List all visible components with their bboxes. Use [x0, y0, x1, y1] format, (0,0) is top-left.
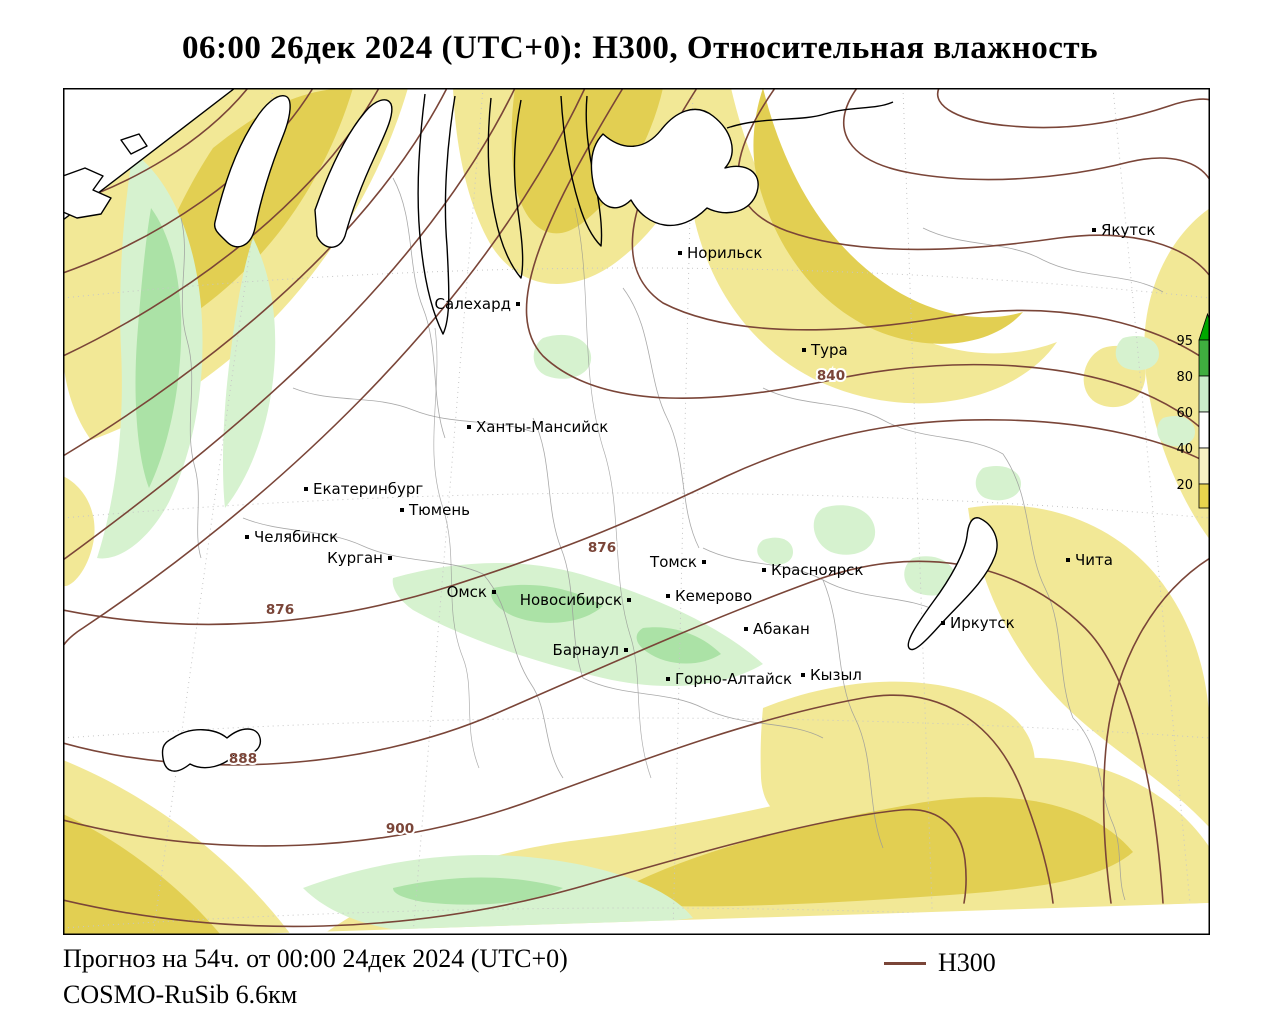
colorbar-tick: 20: [1176, 478, 1193, 493]
contour-label: 876: [588, 540, 616, 556]
city-marker: [467, 425, 471, 429]
city-label: Салехард: [435, 295, 511, 313]
colorbar-tick: 80: [1176, 370, 1193, 385]
city-markers: Норильск Якутск Салехард Тура Ханты-Мансийск…: [245, 221, 1155, 688]
city-label: Кемерово: [675, 587, 752, 605]
city-label: Чита: [1075, 551, 1113, 569]
h300-legend-label: H300: [938, 948, 996, 977]
city-marker: [492, 590, 496, 594]
city-marker: [304, 487, 308, 491]
city-label: Челябинск: [254, 528, 338, 546]
city-label: Якутск: [1101, 221, 1155, 239]
contour-label: 840: [817, 368, 845, 384]
data-domain: [63, 88, 1210, 935]
contour-label: 900: [386, 821, 414, 837]
city-label: Томск: [649, 553, 697, 571]
city-marker: [516, 302, 520, 306]
city-label: Иркутск: [950, 614, 1015, 632]
city-label: Екатеринбург: [313, 480, 423, 498]
model-info: COSMO-RuSib 6.6км: [63, 980, 298, 1009]
h300-contours: [63, 88, 1210, 928]
city-label: Тюмень: [408, 501, 470, 519]
ob-gulf: [417, 93, 456, 335]
city-marker: [400, 508, 404, 512]
city-marker: [627, 598, 631, 602]
colorbar-segment: [1198, 483, 1210, 509]
taymyr-coast: [590, 108, 759, 227]
city-label: Ханты-Мансийск: [476, 418, 608, 436]
admin-borders: [180, 177, 1164, 901]
city-label: Тура: [810, 341, 848, 359]
colorbar-tick: 40: [1176, 442, 1193, 457]
city-marker: [802, 348, 806, 352]
contour-label: 876: [266, 602, 294, 618]
city-marker: [1066, 558, 1070, 562]
humidity-shading-green-mid: [135, 208, 721, 905]
colorbar-segment: [1198, 375, 1210, 413]
contour-legend: H300: [884, 948, 996, 978]
city-marker: [801, 673, 805, 677]
city-marker: [624, 648, 628, 652]
h300-line-sample: [884, 961, 926, 965]
city-label: Новосибирск: [520, 591, 622, 609]
forecast-info: Прогноз на 54ч. от 00:00 24дек 2024 (UTC…: [63, 944, 568, 973]
city-label: Норильск: [687, 244, 762, 262]
city-label: Курган: [327, 549, 383, 567]
map-canvas: 840 876 876 888 900 Норильск Якутск Салехард Ту…: [63, 88, 1210, 935]
city-marker: [666, 677, 670, 681]
city-marker: [702, 560, 706, 564]
graticule: [63, 88, 1210, 935]
city-marker: [941, 621, 945, 625]
colorbar-segment: [1198, 447, 1210, 485]
colorbar-segment: [1198, 339, 1210, 377]
lake-southwest: [161, 728, 262, 772]
weather-map: 840 876 876 888 900 Норильск Якутск Салехард Ту…: [63, 88, 1210, 935]
city-label: Красноярск: [771, 561, 863, 579]
city-marker: [666, 594, 670, 598]
city-marker: [762, 568, 766, 572]
city-marker: [245, 535, 249, 539]
contour-labels: 840 876 876 888 900: [227, 366, 847, 839]
colorbar-segment: [1198, 411, 1210, 449]
taz-gulf: [487, 97, 524, 279]
gydan-peninsula: [314, 99, 393, 248]
city-label: Кызыл: [810, 666, 862, 684]
yenisei-gulf: [560, 95, 603, 247]
colorbar-tick: 95: [1176, 334, 1193, 349]
colorbar: 95 80 60 40 20 Влажность на H300 [%]: [1176, 312, 1210, 509]
contour-label: 888: [229, 751, 257, 767]
city-label: Абакан: [753, 620, 810, 638]
city-label: Барнаул: [553, 641, 619, 659]
colorbar-tick: 60: [1176, 406, 1193, 421]
city-marker: [1092, 228, 1096, 232]
coastlines: [63, 88, 998, 772]
yamal-peninsula: [213, 95, 291, 248]
city-label: Омск: [447, 583, 487, 601]
city-marker: [744, 627, 748, 631]
lake-baikal: [907, 517, 998, 651]
city-label: Горно-Алтайск: [675, 670, 792, 688]
city-marker: [678, 251, 682, 255]
map-frame: [63, 88, 1210, 935]
city-marker: [388, 556, 392, 560]
map-title: 06:00 26дек 2024 (UTC+0): H300, Относите…: [181, 30, 1099, 66]
